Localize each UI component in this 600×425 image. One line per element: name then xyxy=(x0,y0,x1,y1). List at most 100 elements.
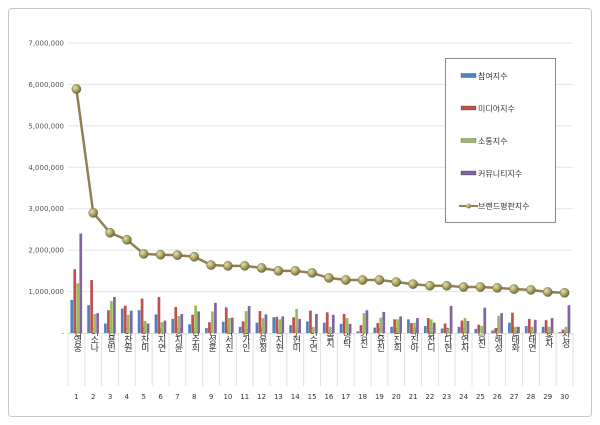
line-point xyxy=(441,280,452,291)
line-point xyxy=(374,275,385,285)
bar-2 xyxy=(342,313,346,333)
bar-2 xyxy=(157,296,161,333)
category-label: 금잔디 xyxy=(425,327,435,353)
bar-4 xyxy=(129,310,133,333)
category-label: 영탁 xyxy=(341,331,351,349)
bar-2 xyxy=(174,306,178,333)
rank-label: 23 xyxy=(442,393,451,401)
category-label: 김연자 xyxy=(459,326,469,353)
category-label: 김수희 xyxy=(189,326,199,353)
bar-4 xyxy=(96,313,99,333)
bar-4 xyxy=(264,314,268,333)
bar-3 xyxy=(514,326,517,333)
category-label: 박서진 xyxy=(223,327,233,352)
rank-label: 21 xyxy=(409,393,418,401)
bar-3 xyxy=(110,301,113,333)
bar-4 xyxy=(315,313,318,333)
bar-2 xyxy=(292,317,295,333)
bar-1 xyxy=(238,326,242,333)
bar-3 xyxy=(429,319,433,333)
bar-4 xyxy=(416,318,419,333)
bar-1 xyxy=(474,328,478,333)
rank-label: 5 xyxy=(142,393,146,401)
category-label: 남진 xyxy=(475,331,485,348)
bar-3 xyxy=(328,326,332,333)
category-label: 이수연 xyxy=(307,327,317,352)
bar-3 xyxy=(76,283,80,333)
rank-label: 22 xyxy=(425,393,434,401)
line-point xyxy=(172,250,183,260)
line-point xyxy=(475,282,486,292)
bar-2 xyxy=(325,312,329,333)
legend-label: 미디어지수 xyxy=(478,104,515,114)
rank-label: 15 xyxy=(308,393,317,401)
bar-3 xyxy=(278,319,282,333)
line-point xyxy=(223,261,233,271)
category-label: 이찬원 xyxy=(122,327,132,352)
bar-1 xyxy=(154,314,158,333)
bar-3 xyxy=(396,319,399,333)
category-label: 송가인 xyxy=(240,327,250,352)
bar-2 xyxy=(393,319,396,333)
category-label: 강진 xyxy=(358,331,368,348)
category-label: 홍지윤 xyxy=(172,326,182,352)
bar-4 xyxy=(230,317,234,333)
line-point xyxy=(324,273,334,283)
bar-2 xyxy=(443,323,447,333)
line-point xyxy=(189,251,200,262)
rank-label: 17 xyxy=(341,393,350,401)
rank-label: 11 xyxy=(240,393,249,401)
y-tick-label: - xyxy=(61,330,64,338)
rank-label: 9 xyxy=(209,393,213,401)
line-point xyxy=(88,208,99,218)
line-point xyxy=(458,282,469,292)
bar-4 xyxy=(146,323,150,333)
bar-2 xyxy=(208,322,211,333)
bar-2 xyxy=(410,323,413,333)
rank-label: 25 xyxy=(476,393,485,401)
bar-4 xyxy=(281,316,285,333)
category-label: 태진아 xyxy=(408,327,418,353)
bar-4 xyxy=(449,306,453,333)
bar-1 xyxy=(390,326,393,333)
legend-swatch-1 xyxy=(460,73,477,78)
legend-swatch-4 xyxy=(460,170,477,176)
y-tick-label: 7,000,000 xyxy=(28,40,64,48)
bar-1 xyxy=(407,319,410,333)
line-point xyxy=(408,279,418,289)
bar-4 xyxy=(500,313,503,333)
bar-4 xyxy=(550,318,554,333)
bar-2 xyxy=(241,321,245,333)
bar-3 xyxy=(261,318,265,333)
rank-label: 4 xyxy=(125,393,130,401)
bar-3 xyxy=(446,328,450,333)
category-label: 진해성 xyxy=(492,327,502,352)
bar-4 xyxy=(214,302,217,333)
bar-2 xyxy=(460,320,464,333)
line-point xyxy=(340,275,351,285)
bar-1 xyxy=(322,322,326,333)
bar-2 xyxy=(140,298,144,333)
rank-label: 13 xyxy=(274,393,283,401)
line-point xyxy=(391,277,402,287)
bar-4 xyxy=(79,233,83,333)
line-point xyxy=(155,249,166,260)
rank-label: 20 xyxy=(392,393,401,401)
x-axis: 임영웅 1 이소나 2 김용빈 3 이찬원 4 허찬미 5 차지연 6 홍지윤 7 김수희 8 안성훈 9 박서진 1… xyxy=(67,326,574,401)
bar-2 xyxy=(527,318,531,333)
bar-1 xyxy=(491,330,494,333)
bar-3 xyxy=(126,314,130,333)
bar-2 xyxy=(359,325,363,333)
line-point xyxy=(492,283,503,293)
line-point xyxy=(357,275,368,285)
bar-2 xyxy=(376,323,380,333)
bar-4 xyxy=(348,323,352,333)
category-label: 안성훈 xyxy=(206,327,216,352)
line-point xyxy=(307,268,317,278)
bar-1 xyxy=(171,318,175,333)
y-axis: - 1,000,000 2,000,000 3,000,000 4,000,000 5,0… xyxy=(28,40,64,338)
bar-4 xyxy=(163,320,167,333)
category-label: 김용빈 xyxy=(105,326,115,352)
line-point xyxy=(509,284,519,294)
